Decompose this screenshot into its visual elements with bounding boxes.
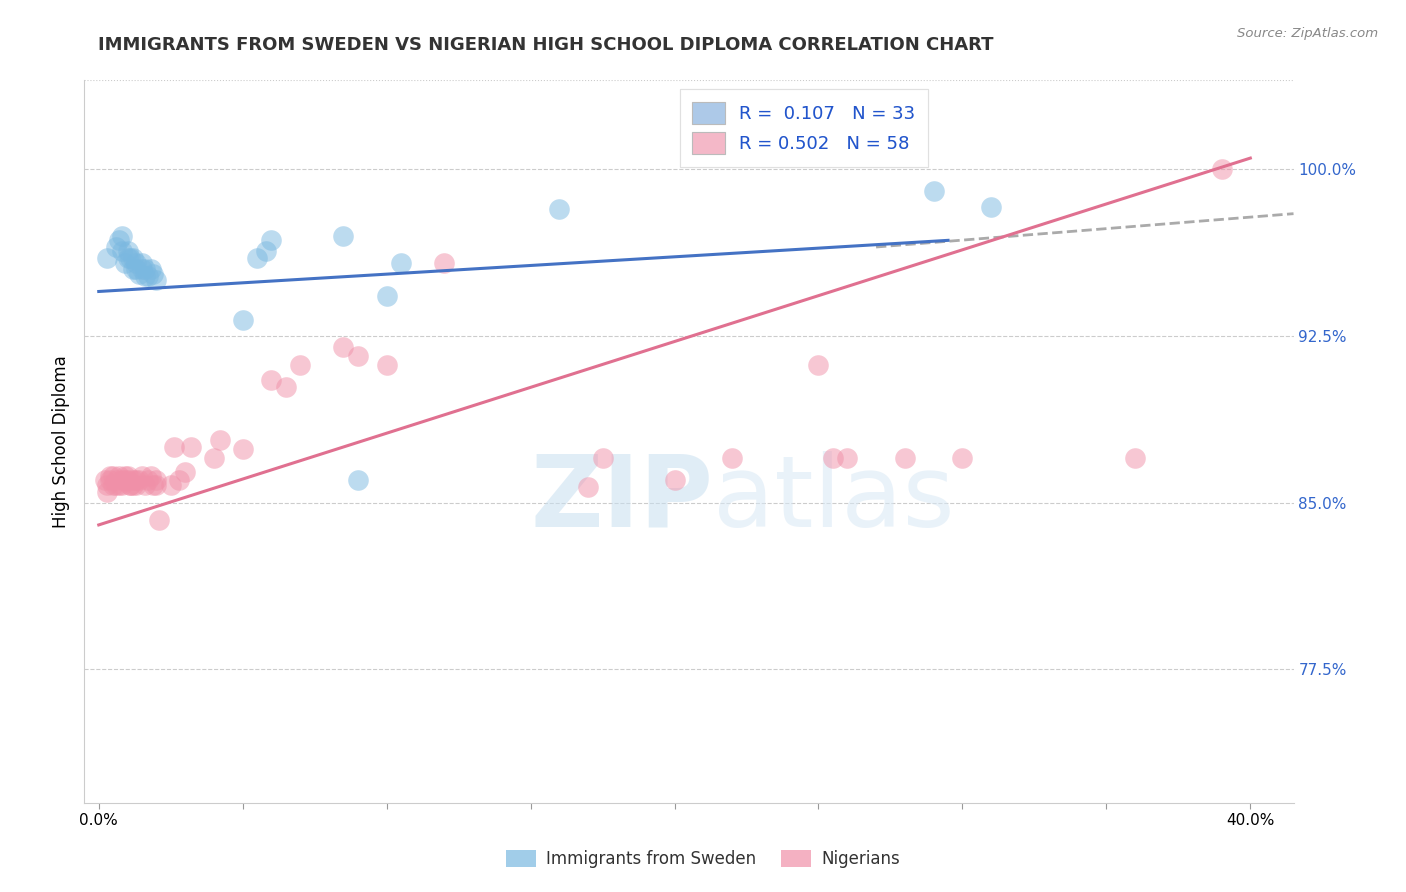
- Point: [260, 373, 283, 387]
- Point: [664, 474, 686, 488]
- Point: [290, 358, 312, 372]
- Point: [108, 233, 131, 247]
- Point: [125, 262, 148, 277]
- Point: [101, 478, 124, 492]
- Point: [1211, 162, 1233, 177]
- Point: [114, 469, 136, 483]
- Point: [125, 478, 148, 492]
- Point: [131, 255, 153, 269]
- Point: [111, 478, 134, 492]
- Point: [105, 478, 128, 492]
- Point: [347, 349, 370, 363]
- Point: [134, 478, 156, 492]
- Point: [134, 262, 156, 277]
- Point: [122, 262, 145, 277]
- Point: [122, 478, 145, 492]
- Point: [131, 469, 153, 483]
- Point: [246, 251, 269, 265]
- Point: [821, 451, 844, 466]
- Point: [139, 262, 162, 277]
- Point: [120, 478, 142, 492]
- Point: [952, 451, 974, 466]
- Legend: Immigrants from Sweden, Nigerians: Immigrants from Sweden, Nigerians: [499, 843, 907, 875]
- Point: [159, 478, 181, 492]
- Point: [837, 451, 859, 466]
- Y-axis label: High School Diploma: High School Diploma: [52, 355, 70, 528]
- Point: [148, 513, 170, 527]
- Point: [139, 469, 162, 483]
- Point: [169, 474, 191, 488]
- Text: Source: ZipAtlas.com: Source: ZipAtlas.com: [1237, 27, 1378, 40]
- Point: [101, 469, 124, 483]
- Point: [105, 240, 128, 254]
- Point: [142, 267, 165, 281]
- Legend: R =  0.107   N = 33, R = 0.502   N = 58: R = 0.107 N = 33, R = 0.502 N = 58: [679, 89, 928, 167]
- Point: [332, 228, 354, 243]
- Point: [162, 440, 184, 454]
- Point: [96, 251, 118, 265]
- Point: [922, 185, 945, 199]
- Point: [136, 268, 159, 283]
- Point: [375, 358, 398, 372]
- Point: [125, 474, 148, 488]
- Point: [114, 474, 136, 488]
- Point: [136, 474, 159, 488]
- Point: [134, 268, 156, 283]
- Point: [208, 434, 231, 448]
- Point: [131, 262, 153, 277]
- Point: [592, 451, 614, 466]
- Point: [111, 474, 134, 488]
- Text: ZIP: ZIP: [530, 450, 713, 548]
- Point: [96, 484, 118, 499]
- Point: [125, 255, 148, 269]
- Text: IMMIGRANTS FROM SWEDEN VS NIGERIAN HIGH SCHOOL DIPLOMA CORRELATION CHART: IMMIGRANTS FROM SWEDEN VS NIGERIAN HIGH …: [98, 36, 994, 54]
- Point: [120, 478, 142, 492]
- Point: [128, 474, 150, 488]
- Point: [98, 469, 121, 483]
- Point: [433, 255, 456, 269]
- Text: atlas: atlas: [713, 450, 955, 548]
- Point: [128, 267, 150, 281]
- Point: [108, 469, 131, 483]
- Point: [807, 358, 830, 372]
- Point: [98, 474, 121, 488]
- Point: [274, 380, 297, 394]
- Point: [122, 251, 145, 265]
- Point: [232, 313, 254, 327]
- Point: [232, 442, 254, 457]
- Point: [721, 451, 744, 466]
- Point: [1123, 451, 1146, 466]
- Point: [260, 233, 283, 247]
- Point: [117, 469, 139, 483]
- Point: [202, 451, 225, 466]
- Point: [117, 474, 139, 488]
- Point: [120, 251, 142, 265]
- Point: [114, 255, 136, 269]
- Point: [117, 251, 139, 265]
- Point: [174, 465, 197, 479]
- Point: [96, 478, 118, 492]
- Point: [145, 478, 167, 492]
- Point: [108, 478, 131, 492]
- Point: [332, 340, 354, 354]
- Point: [122, 474, 145, 488]
- Point: [145, 273, 167, 287]
- Point: [389, 255, 412, 269]
- Point: [375, 289, 398, 303]
- Point: [576, 480, 599, 494]
- Point: [180, 440, 202, 454]
- Point: [145, 474, 167, 488]
- Point: [111, 244, 134, 259]
- Point: [105, 474, 128, 488]
- Point: [117, 244, 139, 259]
- Point: [111, 228, 134, 243]
- Point: [93, 474, 115, 488]
- Point: [894, 451, 917, 466]
- Point: [347, 474, 370, 488]
- Point: [142, 478, 165, 492]
- Point: [548, 202, 571, 217]
- Point: [980, 200, 1002, 214]
- Point: [254, 244, 277, 259]
